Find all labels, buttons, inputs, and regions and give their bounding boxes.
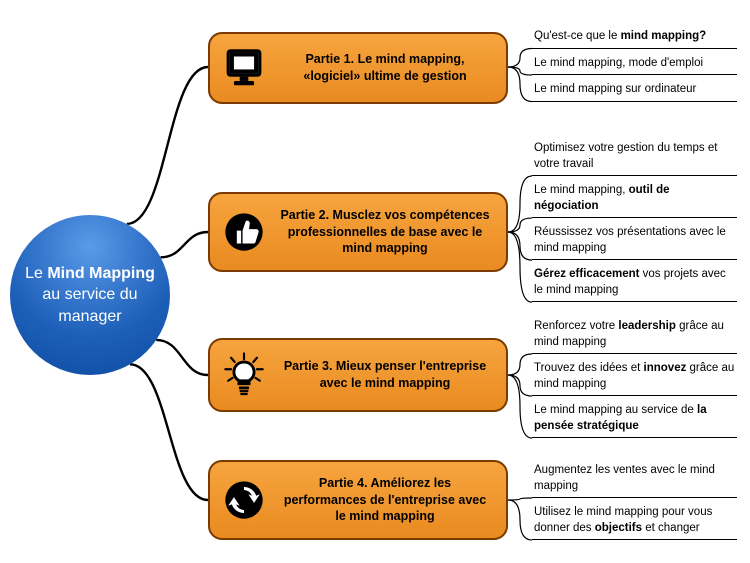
leaf: Augmentez les ventes avec le mind mappin… (532, 460, 737, 498)
leaves-p2: Optimisez votre gestion du temps et votr… (532, 138, 737, 302)
leaf: Renforcez votre leadership grâce au mind… (532, 316, 737, 354)
root-node: Le Mind Mapping au service du manager (10, 215, 170, 375)
leaf: Le mind mapping au service de la pensée … (532, 400, 737, 438)
leaf: Qu'est-ce que le mind mapping? (532, 26, 737, 49)
root-title: Le Mind Mapping au service du manager (22, 263, 158, 328)
leaf: Trouvez des idées et innovez grâce au mi… (532, 358, 737, 396)
leaf: Utilisez le mind mapping pour vous donne… (532, 502, 737, 540)
leaves-p4: Augmentez les ventes avec le mind mappin… (532, 460, 737, 540)
branch-p1: Partie 1. Le mind mapping, «logiciel» ul… (208, 32, 508, 104)
branch-p3-label: Partie 3. Mieux penser l'entreprise avec… (278, 358, 492, 392)
branch-p2-label: Partie 2. Musclez vos compétences profes… (278, 207, 492, 258)
leaves-p3: Renforcez votre leadership grâce au mind… (532, 316, 737, 438)
branch-p2: Partie 2. Musclez vos compétences profes… (208, 192, 508, 272)
leaf: Réussissez vos présentations avec le min… (532, 222, 737, 260)
computer-icon (218, 42, 270, 94)
leaf: Optimisez votre gestion du temps et votr… (532, 138, 737, 176)
branch-p4: Partie 4. Améliorez les performances de … (208, 460, 508, 540)
leaf: Le mind mapping, outil de négociation (532, 180, 737, 218)
branch-p1-label: Partie 1. Le mind mapping, «logiciel» ul… (278, 51, 492, 85)
leaf: Le mind mapping, mode d'emploi (532, 53, 737, 76)
cycle-icon (218, 474, 270, 526)
leaves-p1: Qu'est-ce que le mind mapping? Le mind ma… (532, 26, 737, 102)
bulb-icon (218, 349, 270, 401)
leaf: Le mind mapping sur ordinateur (532, 79, 737, 102)
leaf: Gérez efficacement vos projets avec le m… (532, 264, 737, 302)
branch-p3: Partie 3. Mieux penser l'entreprise avec… (208, 338, 508, 412)
thumb-icon (218, 206, 270, 258)
branch-p4-label: Partie 4. Améliorez les performances de … (278, 475, 492, 526)
